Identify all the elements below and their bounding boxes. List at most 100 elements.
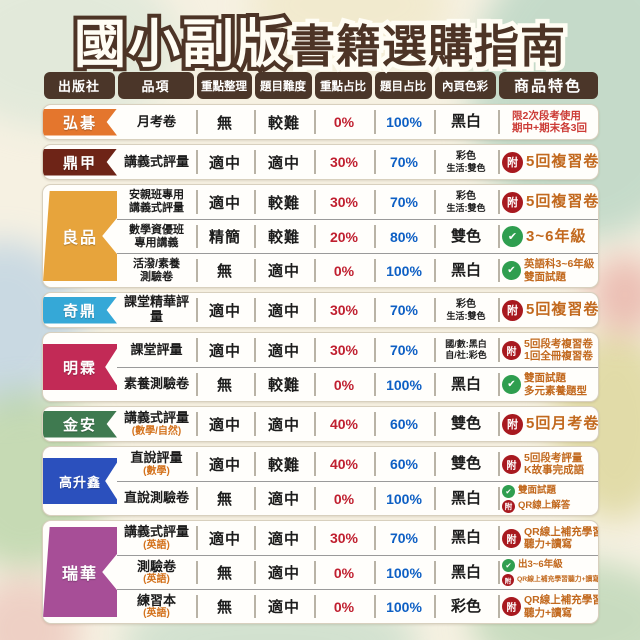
comparison-table: 出版社 品項 重點整理 題目難度 重點占比 題目占比 內頁色彩 商品特色 弘碁 月考卷無較難 0%… <box>42 72 599 624</box>
difficulty-cell: 較難 <box>254 447 314 481</box>
organize-cell-value: 適中 <box>208 456 241 474</box>
page-color-cell: 彩色 生活:雙色 <box>434 185 498 219</box>
features-cell: ✔ 3~6年級 <box>498 220 598 253</box>
feature-text: QR線上補充學習 <box>524 525 599 538</box>
table-body: 弘碁 月考卷無較難 0% 100% 黑白 限2次段考使用 期中+期末各3回 鼎甲 講義式評量 適中… <box>42 104 599 624</box>
item-name: 講義式評量 <box>123 524 189 540</box>
difficulty-cell-value: 適中 <box>267 565 300 582</box>
attached-badge-icon: 附 <box>502 340 521 360</box>
publisher-card: 奇鼎 課堂精華評量 適中 適中 30% 70% 彩色 生活:雙色附 5回複習卷 <box>42 292 599 328</box>
key-ratio-cell-value: 20% <box>329 228 359 245</box>
item-name-cell: 講義式評量 (數學/自然) <box>117 407 196 441</box>
attached-badge-icon: 附 <box>502 574 514 586</box>
item-name-cell: 練習本 (英語) <box>117 590 196 623</box>
table-row: 測驗卷 (英語) 無 適中 0% 100% 黑白 ✔ 出3~6年級附 QR線上補充學習聽力+讀寫 <box>117 555 598 589</box>
features-cell: 附 5回段考複習卷 1回全冊複習卷 <box>498 333 598 367</box>
table-row: 課堂評量 適中 適中 30% 70% 國/數:黑白 自/社:彩色附 5回段考複習卷 1回全冊複習… <box>117 333 598 367</box>
feature-block: 附 5回複習卷 <box>502 191 598 213</box>
page-color-cell: 黑白 <box>434 254 498 287</box>
difficulty-cell: 適中 <box>254 293 314 327</box>
publisher-ribbon: 弘碁 <box>43 108 117 136</box>
difficulty-cell: 適中 <box>254 254 314 287</box>
key-ratio-cell-value: 30% <box>329 342 359 358</box>
organize-cell-value: 適中 <box>208 530 241 548</box>
publisher-cell: 高升鑫 <box>43 447 117 515</box>
question-ratio-cell: 70% <box>374 145 434 179</box>
publisher-ribbon: 奇鼎 <box>43 296 117 324</box>
question-ratio-cell-value: 100% <box>386 490 422 507</box>
key-ratio-cell: 0% <box>314 368 374 401</box>
organize-cell: 適中 <box>196 407 254 441</box>
feature-block: ✔ 3~6年級 <box>502 226 586 247</box>
organize-cell: 無 <box>196 105 254 139</box>
organize-cell: 適中 <box>196 293 254 327</box>
organize-cell-value: 無 <box>216 114 233 132</box>
organize-cell-value: 無 <box>216 491 233 508</box>
question-ratio-cell-value: 70% <box>389 194 419 210</box>
feature-text: K故事完成語 <box>524 464 585 476</box>
feature-block: 附 5回段考複習卷 1回全冊複習卷 <box>502 338 593 362</box>
question-ratio-cell-value: 60% <box>389 416 419 432</box>
table-row: 直說評量 (數學) 適中 較難 40% 60% 雙色 附 5回段考評量 K故事完成語 <box>117 447 598 481</box>
key-ratio-cell-value: 0% <box>333 114 355 130</box>
item-name: 講義式評量 <box>123 410 189 426</box>
organize-cell-value: 無 <box>216 599 233 616</box>
feature-lines: 限2次段考使用 期中+期末各3回 <box>512 110 587 134</box>
key-ratio-cell: 0% <box>314 556 374 589</box>
question-ratio-cell-value: 100% <box>386 114 422 130</box>
question-ratio-cell-value: 70% <box>389 530 419 546</box>
item-name: 活潑/素養 <box>132 257 181 270</box>
item-name-cell: 課堂評量 <box>117 333 196 367</box>
organize-cell: 適中 <box>196 521 254 555</box>
question-ratio-cell: 80% <box>374 220 434 253</box>
page-color-cell: 彩色 <box>434 590 498 623</box>
page-color-value: 黑白 <box>450 529 481 546</box>
publisher-ribbon: 瑞華 <box>43 527 117 617</box>
page-color-value: 雙色 <box>450 227 481 245</box>
question-ratio-cell-value: 100% <box>386 564 422 581</box>
item-subject-note: (數學) <box>143 465 170 477</box>
features-cell: ✔ 出3~6年級附 QR線上補充學習聽力+讀寫 <box>498 556 598 589</box>
page-color-value: 黑白 <box>450 489 481 507</box>
organize-cell-value: 適中 <box>208 154 241 172</box>
feature-lines: 雙面試題 <box>518 485 556 497</box>
item-name: 直說測驗卷 <box>123 490 189 506</box>
difficulty-cell-value: 適中 <box>267 342 300 360</box>
key-ratio-cell-value: 30% <box>329 154 359 170</box>
table-row: 活潑/素養 測驗卷 無 適中 0% 100% 黑白 ✔ 英語科3~6年級 雙面試題 <box>117 253 598 287</box>
page-color-value: 雙色 <box>450 455 481 472</box>
feature-text: 雙面試題 <box>524 270 566 283</box>
feature-text: QR線上補充學習 <box>524 594 599 607</box>
feature-text: 1回全冊複習卷 <box>524 350 593 362</box>
organize-cell-value: 適中 <box>208 416 241 434</box>
publisher-rows: 講義式評量 適中 適中 30% 70% 彩色 生活:雙色附 5回複習卷 <box>117 145 598 179</box>
page-color-cell: 雙色 <box>434 407 498 441</box>
title-solid-part: 書籍選購指南 書籍選購指南 <box>285 17 569 77</box>
difficulty-cell-value: 適中 <box>267 263 300 280</box>
publisher-cell: 瑞華 <box>43 521 117 623</box>
publisher-rows: 講義式評量 (英語) 適中 適中 30% 70% 黑白附 QR線上補充學習 聽力+讀寫 測驗卷 (英… <box>117 521 599 623</box>
features-cell: 附 QR線上補充學習 聽力+讀寫 <box>498 521 599 555</box>
page-color-cell: 雙色 <box>434 447 498 481</box>
page-color-value: 生活:雙色 <box>446 310 486 321</box>
feature-text: 聽力+讀寫 <box>524 538 573 550</box>
publisher-ribbon: 鼎甲 <box>43 148 117 176</box>
item-name: 講義式評量 <box>123 153 189 169</box>
feature-text: 聽力+讀寫 <box>524 606 573 619</box>
table-row: 素養測驗卷 無 較難 0% 100% 黑白 ✔ 雙面試題 多元素養題型 <box>117 367 598 401</box>
attached-badge-icon: 附 <box>502 191 523 213</box>
key-ratio-cell-value: 30% <box>329 302 359 318</box>
publisher-ribbon: 明霖 <box>43 344 117 390</box>
question-ratio-cell-value: 100% <box>386 262 422 279</box>
question-ratio-cell: 100% <box>374 590 434 623</box>
key-ratio-cell: 0% <box>314 105 374 139</box>
difficulty-cell: 適中 <box>254 521 314 555</box>
difficulty-cell: 較難 <box>254 105 314 139</box>
item-name-cell: 數學資優班 專用講義 <box>117 220 196 253</box>
question-ratio-cell: 70% <box>374 521 434 555</box>
publisher-rows: 直說評量 (數學) 適中 較難 40% 60% 雙色附 5回段考評量 K故事完成語 直說測驗卷無適… <box>117 447 598 515</box>
feature-block: 附 5回複習卷 <box>502 299 598 321</box>
page-color-value: 國/數:黑白 <box>445 339 487 350</box>
feature-lines: 5回複習卷 <box>526 153 598 170</box>
item-name: 課堂精華評量 <box>123 294 189 324</box>
